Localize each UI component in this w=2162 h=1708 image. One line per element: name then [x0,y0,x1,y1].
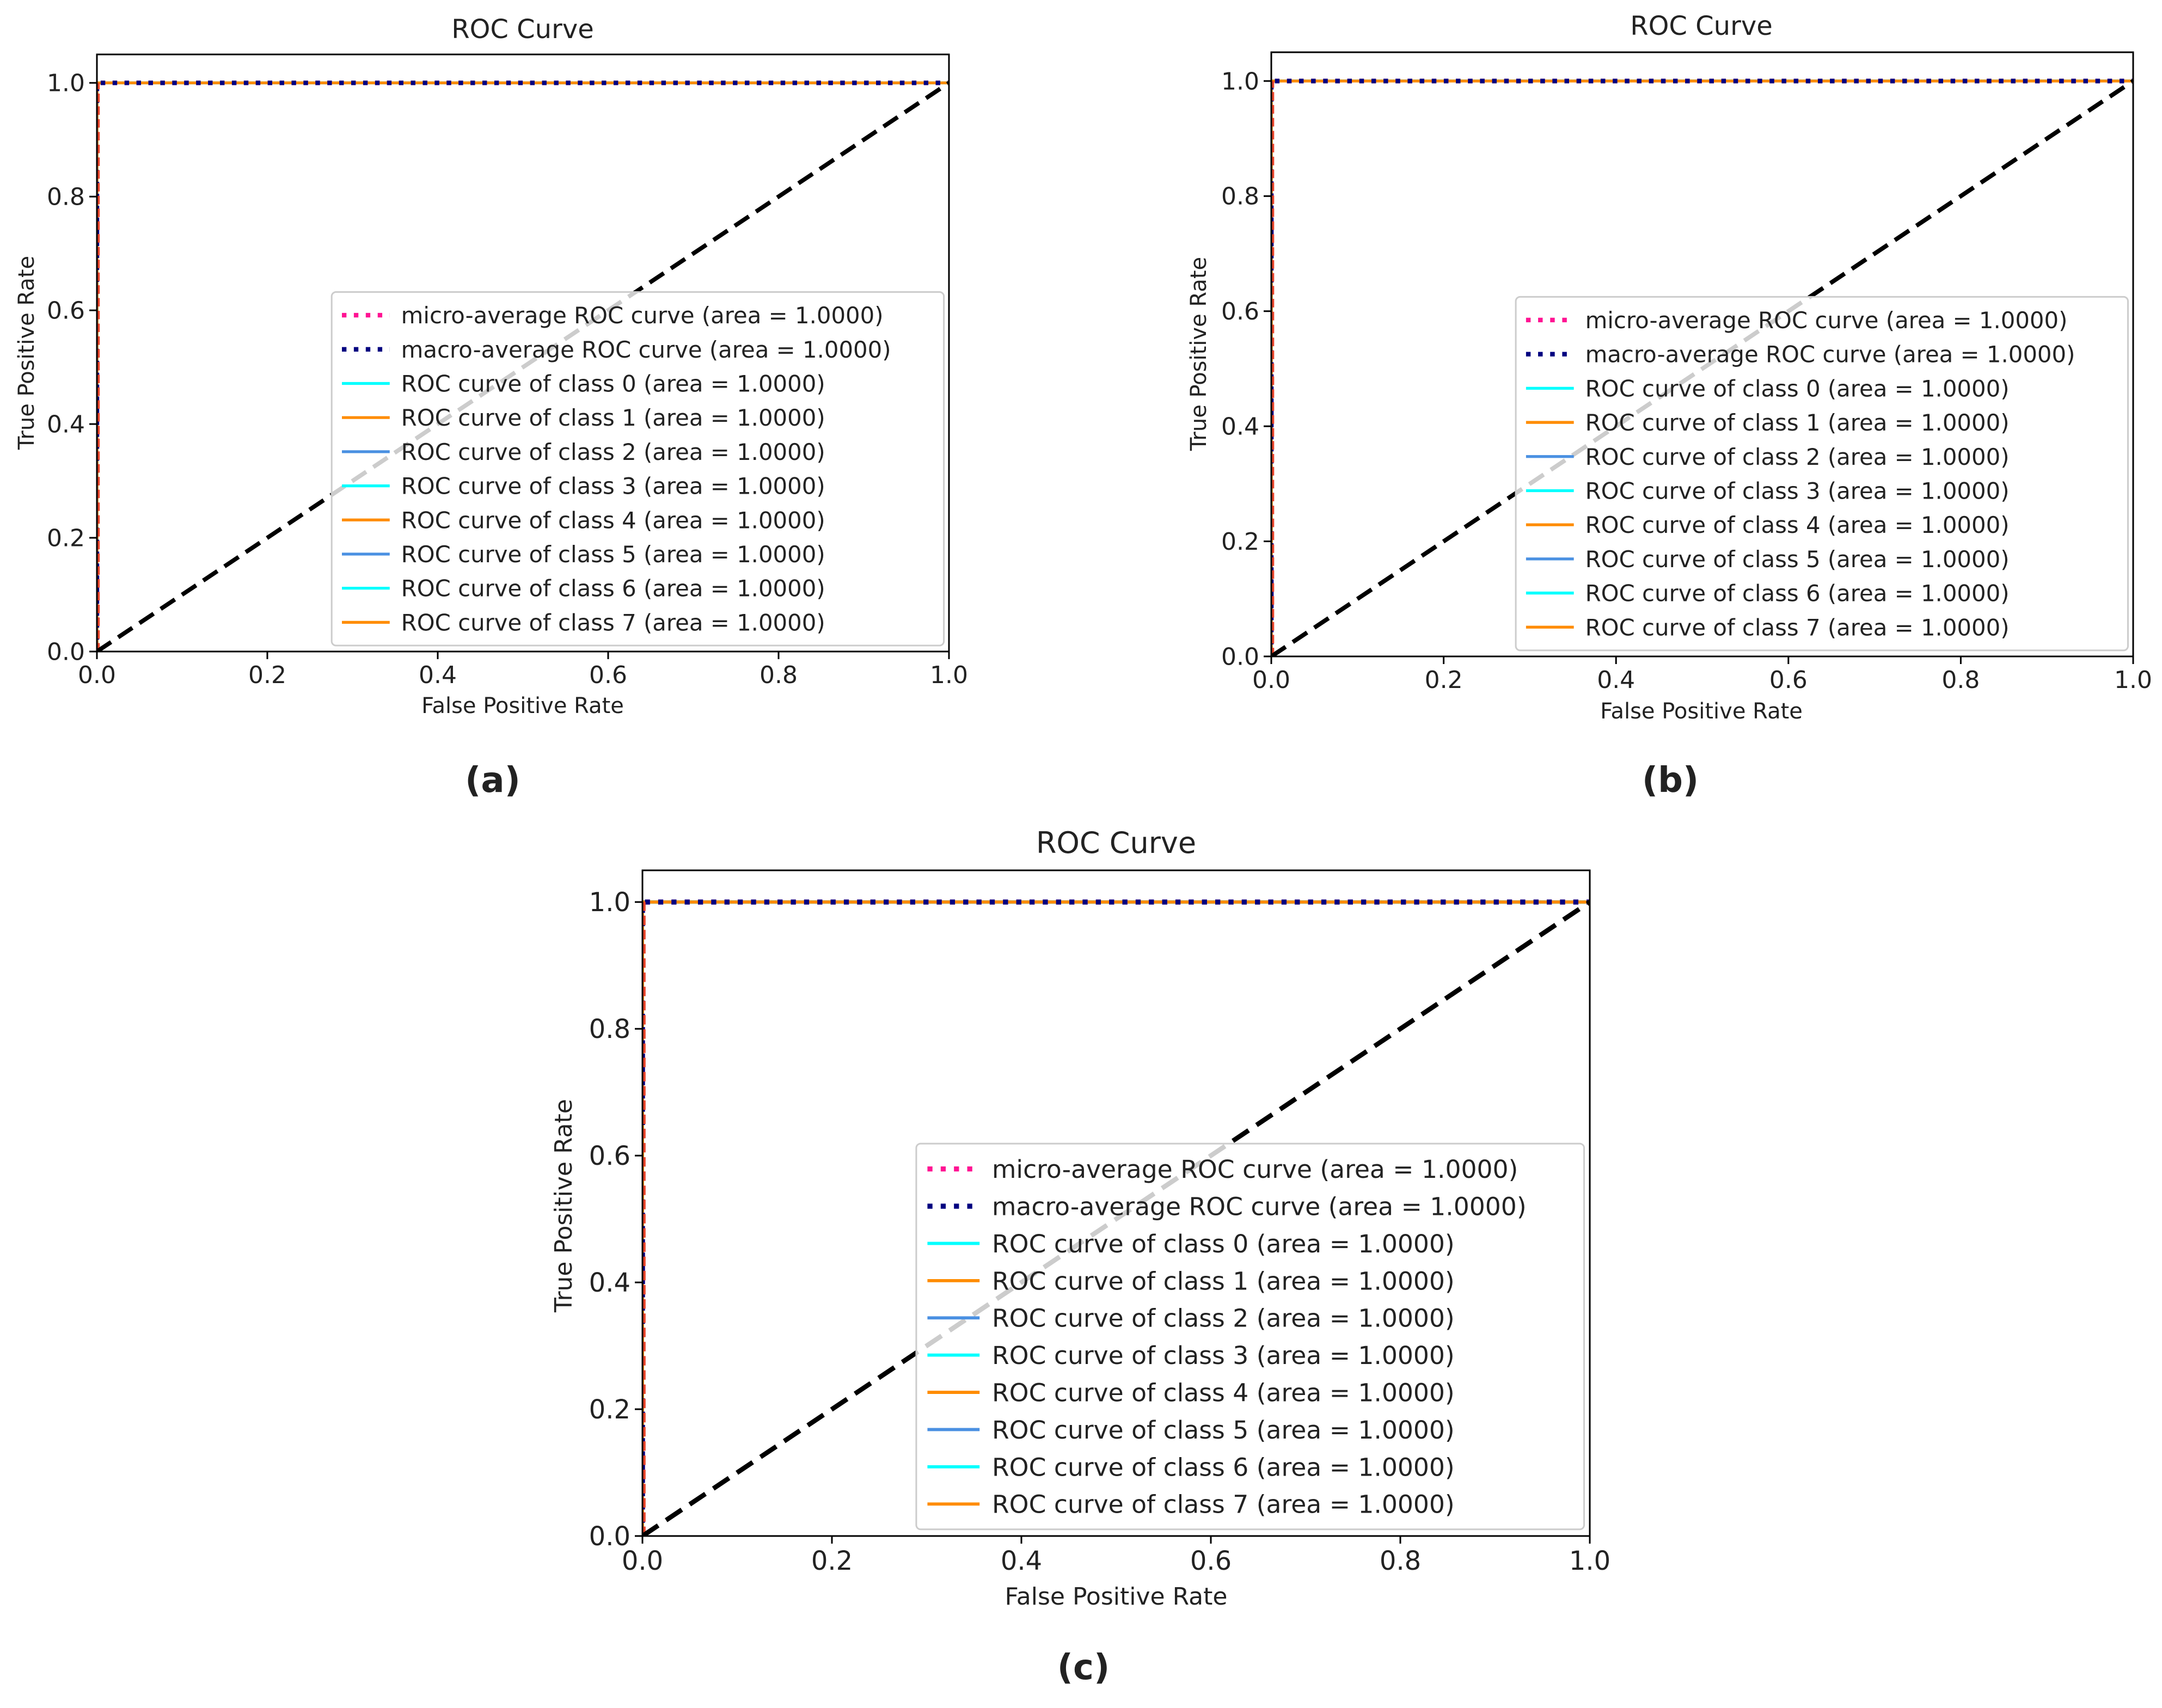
y-tick-label: 0.4 [589,1268,630,1298]
legend-label: ROC curve of class 0 (area = 1.0000) [401,371,825,397]
legend-label: macro-average ROC curve (area = 1.0000) [992,1192,1527,1221]
y-tick-label: 1.0 [47,70,85,97]
legend: micro-average ROC curve (area = 1.0000) m… [330,291,945,647]
legend-label: ROC curve of class 2 (area = 1.0000) [401,439,825,465]
x-tick-label: 0.4 [419,661,457,689]
legend-label: ROC curve of class 2 (area = 1.0000) [1585,444,2010,470]
panel-label: (c) [1057,1648,1110,1688]
x-tick-label: 1.0 [1569,1546,1610,1576]
legend-label: macro-average ROC curve (area = 1.0000) [401,336,891,363]
y-tick-label: 0.8 [47,183,85,211]
x-tick-label: 0.4 [1597,666,1635,694]
plot-area: 0.0 0.2 0.4 0.6 0.8 1.0 0.0 0.2 0.4 0.6 0.8 1.0 micr… [47,53,968,689]
chart-title: ROC Curve [1036,826,1196,860]
legend: micro-average ROC curve (area = 1.0000) m… [915,1142,1585,1531]
y-tick-label: 0.6 [47,297,85,325]
roc-curve-macro-average [97,81,949,652]
y-tick-label: 0.0 [589,1521,630,1552]
legend-label: ROC curve of class 7 (area = 1.0000) [401,609,825,636]
x-tick-label: 0.6 [1190,1546,1232,1576]
chart-panel-a: ROC Curve 0.0 0.2 0.4 0.6 0.8 1.0 0.0 0.2 0.4 0.6… [14,14,968,801]
legend-label: ROC curve of class 1 (area = 1.0000) [1585,409,2010,436]
legend-label: ROC curve of class 6 (area = 1.0000) [401,575,825,602]
legend-frame [330,291,945,647]
x-axis-label: False Positive Rate [421,693,624,718]
legend-label: macro-average ROC curve (area = 1.0000) [1585,341,2075,368]
x-tick-label: 0.0 [622,1546,663,1576]
axes-frame [1270,51,2134,658]
y-tick-label: 0.4 [47,410,85,438]
legend-label: micro-average ROC curve (area = 1.0000) [1585,307,2068,334]
legend-label: ROC curve of class 3 (area = 1.0000) [1585,478,2010,505]
legend: micro-average ROC curve (area = 1.0000) m… [1515,296,2129,652]
y-axis-label: True Positive Rate [14,256,39,450]
legend-label: micro-average ROC curve (area = 1.0000) [401,302,884,329]
x-tick-label: 0.6 [1769,666,1808,694]
legend-label: ROC curve of class 5 (area = 1.0000) [1585,546,2010,573]
legend-label: ROC curve of class 3 (area = 1.0000) [401,473,825,500]
legend-label: ROC curve of class 2 (area = 1.0000) [992,1304,1455,1333]
legend-label: ROC curve of class 1 (area = 1.0000) [992,1267,1455,1295]
legend-label: ROC curve of class 4 (area = 1.0000) [992,1378,1455,1407]
y-tick-label: 0.2 [589,1394,630,1425]
legend-label: ROC curve of class 7 (area = 1.0000) [1585,614,2010,641]
chart-title: ROC Curve [1630,11,1773,41]
legend-frame [915,1142,1585,1531]
legend-label: ROC curve of class 5 (area = 1.0000) [992,1416,1455,1445]
y-tick-label: 0.8 [589,1014,630,1045]
legend-label: ROC curve of class 4 (area = 1.0000) [401,507,825,533]
x-axis-label: False Positive Rate [1005,1583,1228,1611]
chart-title: ROC Curve [451,14,594,45]
legend-label: ROC curve of class 5 (area = 1.0000) [401,541,825,568]
plot-area: 0.0 0.2 0.4 0.6 0.8 1.0 0.0 0.2 0.4 0.6 0.8 1.0 micr… [589,869,1610,1576]
legend-label: ROC curve of class 0 (area = 1.0000) [1585,375,2010,402]
x-tick-label: 1.0 [930,661,968,689]
legend-label: micro-average ROC curve (area = 1.0000) [992,1155,1518,1184]
legend-label: ROC curve of class 4 (area = 1.0000) [1585,512,2010,538]
legend-label: ROC curve of class 3 (area = 1.0000) [992,1341,1455,1370]
x-tick-label: 0.8 [1941,666,1980,694]
axes-frame [641,869,1591,1537]
x-tick-label: 1.0 [2114,666,2152,694]
y-tick-label: 0.4 [1221,413,1259,441]
y-axis-label: True Positive Rate [550,1099,578,1313]
panel-label: (a) [465,760,520,801]
x-tick-label: 0.0 [78,661,116,689]
legend-label: ROC curve of class 6 (area = 1.0000) [1585,580,2010,607]
y-tick-label: 0.0 [47,638,85,666]
x-axis-label: False Positive Rate [1600,699,1803,724]
chart-panel-b: ROC Curve 0.0 0.2 0.4 0.6 0.8 1.0 0.0 0.2 0.4 0.6… [1186,11,2152,801]
x-tick-label: 0.2 [811,1546,853,1576]
chart-panel-c: ROC Curve 0.0 0.2 0.4 0.6 0.8 1.0 0.0 0.2 0.4 0.6… [550,826,1610,1688]
x-tick-label: 0.2 [248,661,286,689]
legend-label: ROC curve of class 1 (area = 1.0000) [401,404,825,431]
y-tick-label: 0.6 [1221,298,1259,325]
y-tick-label: 0.6 [589,1141,630,1171]
legend-label: ROC curve of class 7 (area = 1.0000) [992,1490,1455,1519]
x-tick-label: 0.4 [1001,1546,1042,1576]
axes-frame [96,53,950,653]
y-axis-label: True Positive Rate [1186,257,1211,451]
y-tick-label: 1.0 [1221,67,1259,95]
roc-curve-class-7 [642,900,1590,1536]
y-tick-label: 0.2 [47,524,85,552]
legend-label: ROC curve of class 6 (area = 1.0000) [992,1453,1455,1482]
x-tick-label: 0.2 [1425,666,1463,694]
y-tick-label: 0.2 [1221,528,1259,556]
roc-curve-macro-average [1271,78,2133,656]
y-tick-label: 0.8 [1221,183,1259,211]
x-tick-label: 0.8 [760,661,798,689]
y-tick-label: 0.0 [1221,643,1259,671]
x-tick-label: 0.6 [589,661,627,689]
y-tick-label: 1.0 [589,887,630,918]
x-tick-label: 0.8 [1380,1546,1421,1576]
legend-label: ROC curve of class 0 (area = 1.0000) [992,1230,1455,1258]
legend-frame [1515,296,2129,652]
x-tick-label: 0.0 [1252,666,1290,694]
plot-area: 0.0 0.2 0.4 0.6 0.8 1.0 0.0 0.2 0.4 0.6 0.8 1.0 micr… [1221,51,2152,694]
panel-label: (b) [1642,760,1699,801]
